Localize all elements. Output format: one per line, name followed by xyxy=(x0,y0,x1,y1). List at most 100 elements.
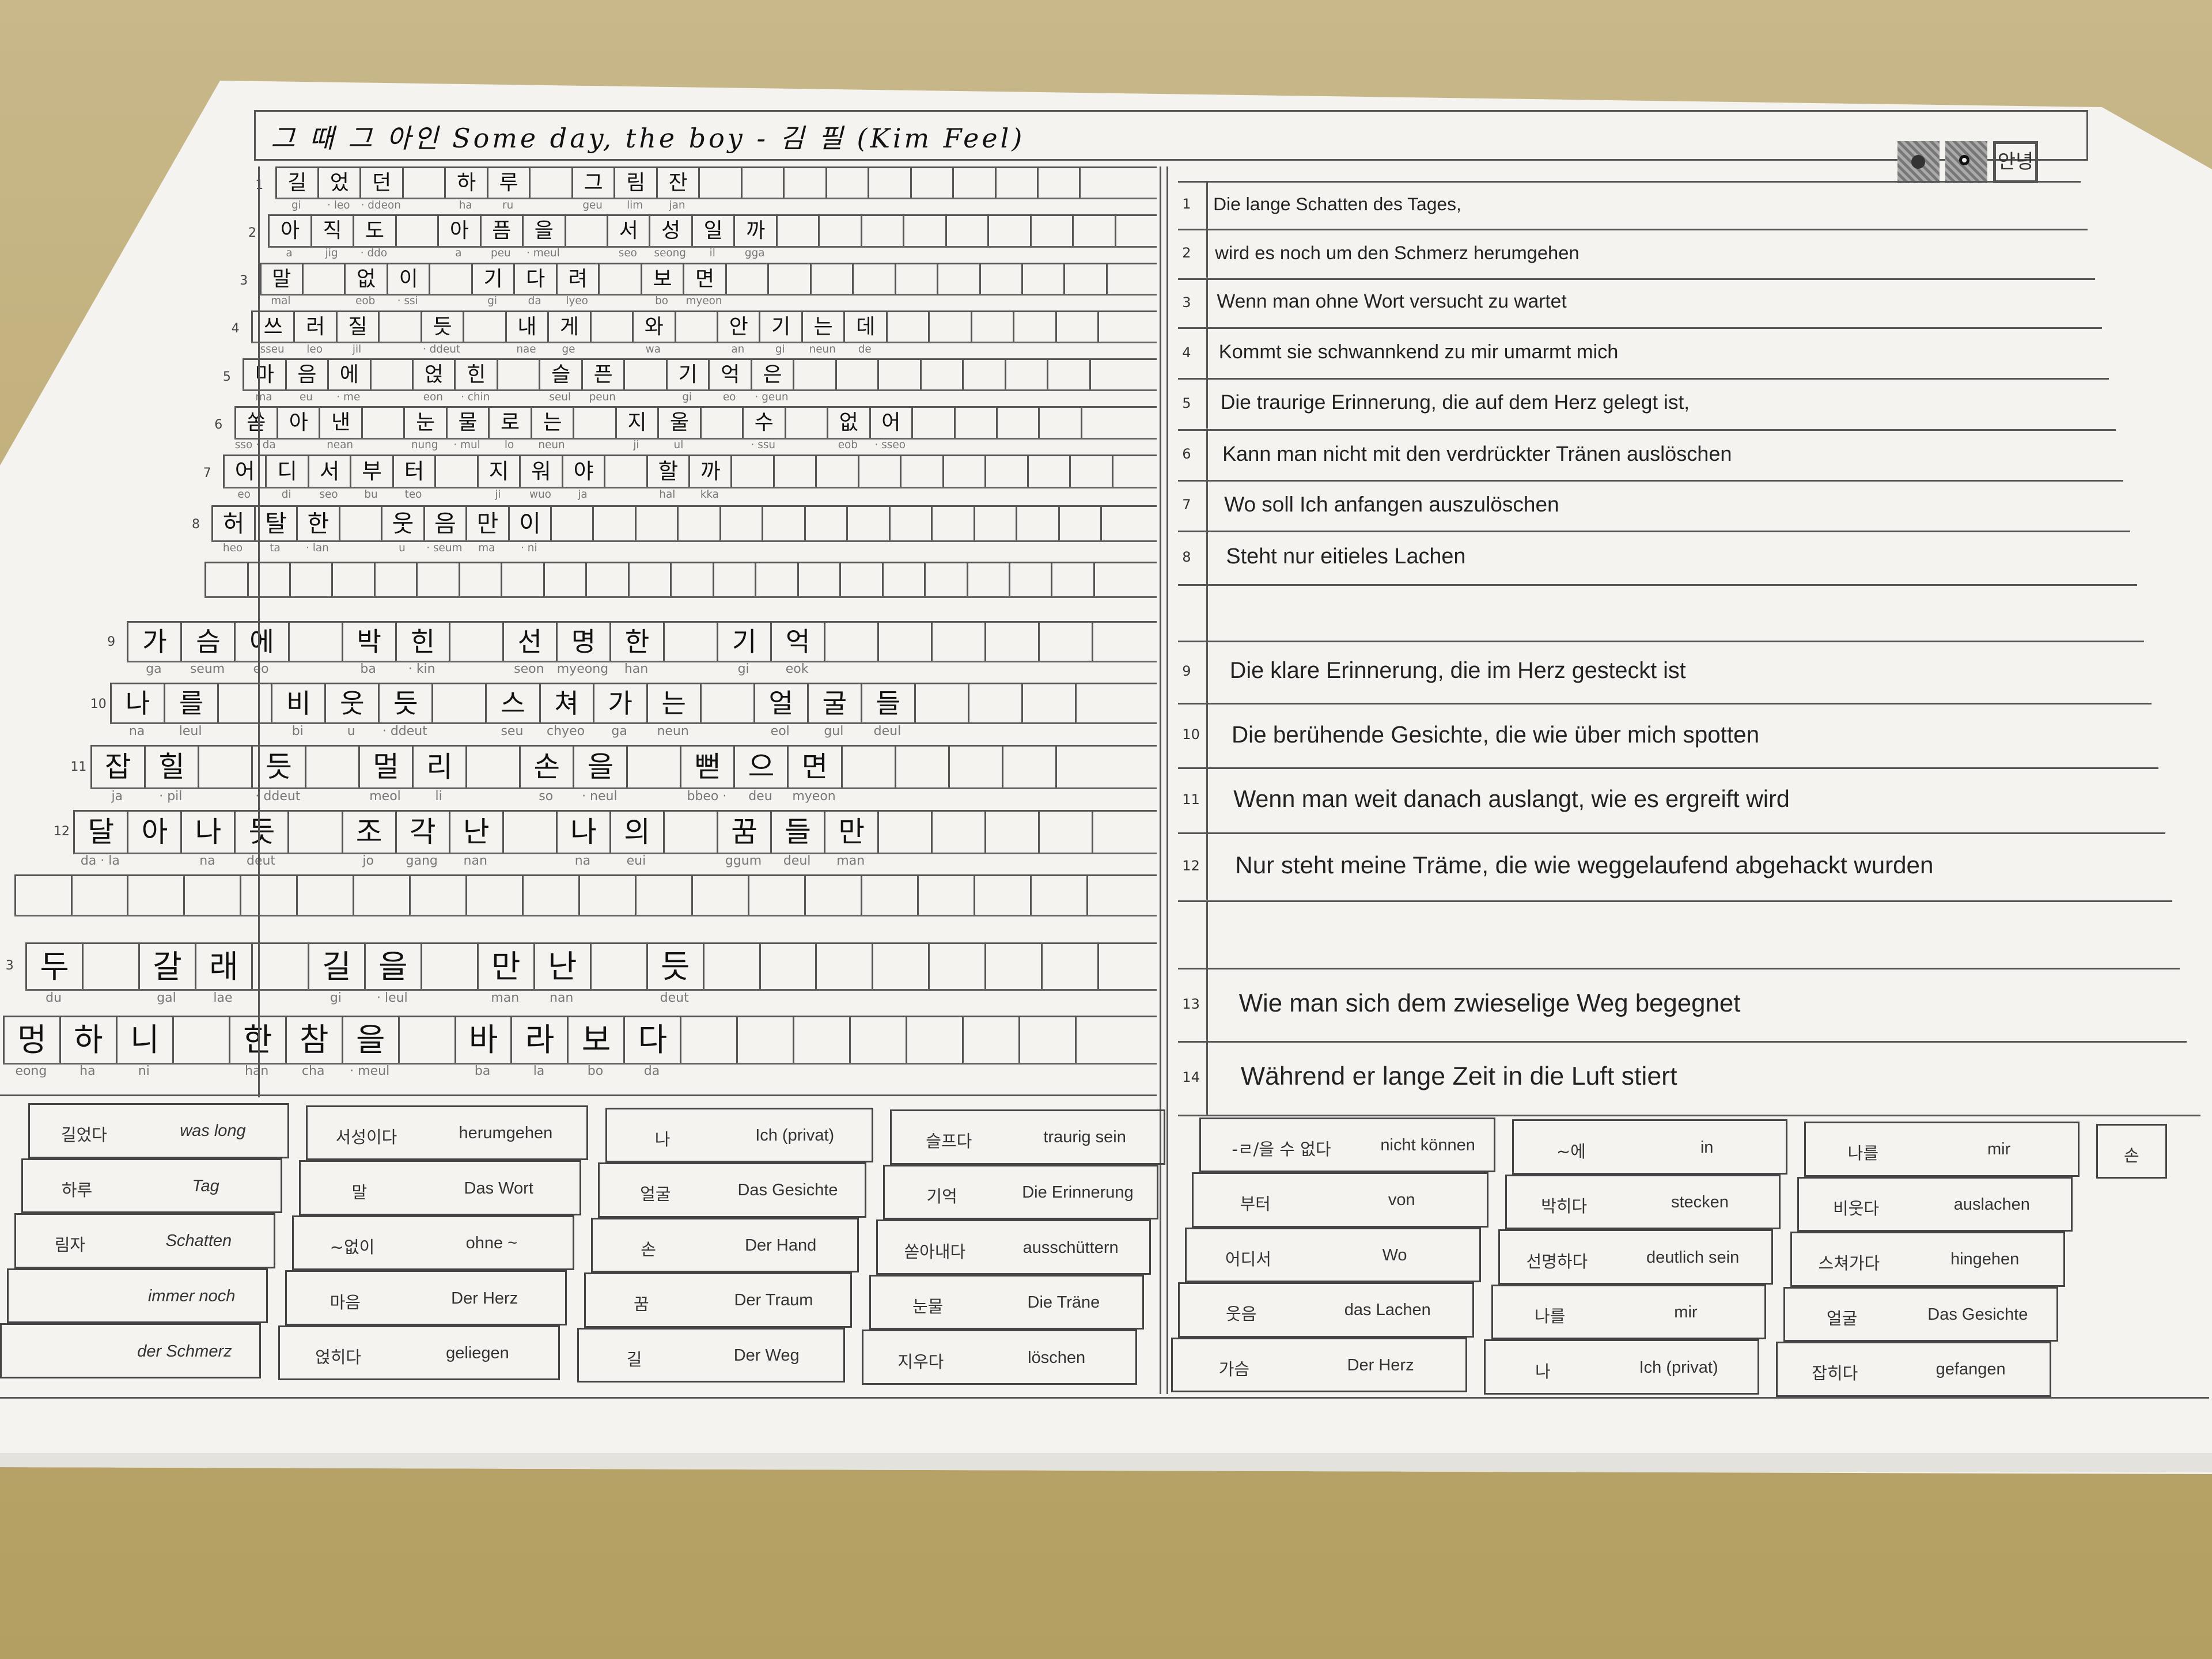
vocab-german: Der Herz xyxy=(1347,1356,1414,1375)
writing-cell xyxy=(793,360,835,390)
line-number: 11 xyxy=(1182,791,1200,808)
writing-cell xyxy=(736,1017,793,1063)
writing-cell xyxy=(395,216,438,246)
german-number-divider xyxy=(1206,278,1208,328)
german-line-text: Steht nur eitieles Lachen xyxy=(1226,544,1466,569)
hangul-character: 었 xyxy=(317,168,360,198)
hangul-character: 잡 xyxy=(90,747,144,788)
romanization: cha xyxy=(301,1064,325,1079)
blank-writing-row xyxy=(14,874,1157,937)
hangul-character: 슴 xyxy=(180,622,234,661)
hangul-character: 보 xyxy=(640,264,683,294)
line-number: 8 xyxy=(1182,548,1191,565)
writing-cell xyxy=(543,563,586,597)
vocab-german: Ich (privat) xyxy=(755,1126,835,1145)
writing-cell xyxy=(748,876,804,915)
romanization: ul xyxy=(673,439,684,452)
writing-cell xyxy=(1038,811,1092,853)
writing-cell xyxy=(973,876,1030,915)
hangul-character: 래 xyxy=(194,944,251,990)
writing-cell xyxy=(702,944,759,990)
vocab-korean: ~없이 xyxy=(329,1237,375,1257)
romanization: gi xyxy=(291,199,301,211)
row-number: 2 xyxy=(248,225,256,240)
german-row-line xyxy=(1177,702,2152,704)
writing-cell xyxy=(302,264,344,294)
writing-cell xyxy=(1021,264,1064,294)
vocab-korean: 길었다 xyxy=(60,1125,107,1145)
hangul-character: 힌 xyxy=(395,622,449,661)
german-row-line xyxy=(1177,228,2088,230)
writing-cell xyxy=(1079,168,1122,198)
writing-cell xyxy=(984,456,1027,487)
romanization: nan xyxy=(463,854,487,869)
hangul-character: 은 xyxy=(750,360,793,390)
hangul-character: 를 xyxy=(164,684,217,723)
romanization: u xyxy=(399,541,406,554)
romanization: ba xyxy=(360,662,376,677)
vocab-entry: 손 xyxy=(2096,1123,2167,1179)
romanization: gi xyxy=(737,662,749,677)
writing-cell xyxy=(924,563,967,597)
hangul-character: 터 xyxy=(392,456,435,487)
hangul-character: 리 xyxy=(412,747,465,788)
hangul-character: 서 xyxy=(607,216,649,246)
row-divider xyxy=(110,722,1157,725)
vocab-korean: 쏟아내다 xyxy=(904,1241,966,1262)
romanization: · ddeon xyxy=(361,199,401,211)
writing-cell xyxy=(894,264,937,294)
writing-cell xyxy=(598,264,641,294)
writing-cell xyxy=(662,622,717,661)
hangul-character: 탈 xyxy=(253,506,297,541)
romanization: deut xyxy=(246,854,276,869)
hangul-character: 디 xyxy=(265,456,308,487)
romanization: seo xyxy=(618,247,637,260)
writing-cell xyxy=(585,563,628,597)
writing-cell xyxy=(840,747,895,788)
row-divider xyxy=(234,437,1157,440)
line-number: 2 xyxy=(1182,244,1191,261)
hangul-character: 그 xyxy=(571,168,614,198)
vocab-entry: 어디서 Wo xyxy=(1185,1227,1482,1283)
german-row-line xyxy=(1177,530,2130,532)
writing-cell xyxy=(680,1017,736,1063)
romanization: ji xyxy=(633,439,639,452)
hangul-character: 기 xyxy=(471,264,514,294)
vocab-german: auslachen xyxy=(1953,1195,2030,1214)
vocab-german: Der Hand xyxy=(745,1236,817,1255)
vocab-german: Tag xyxy=(192,1176,219,1195)
german-row-line xyxy=(1177,900,2173,902)
hangul-character: 내 xyxy=(505,312,548,342)
romanization: · leo xyxy=(327,199,350,211)
hangul-character: 슬 xyxy=(539,360,581,390)
vocab-entry: 마음 Der Herz xyxy=(285,1270,567,1325)
romanization: gi xyxy=(329,990,342,1005)
writing-cell xyxy=(1093,563,1136,597)
hangul-character: 한 xyxy=(296,506,339,541)
hangul-character: 박 xyxy=(341,622,395,661)
writing-cell xyxy=(740,168,783,198)
hangul-character: 다 xyxy=(623,1017,680,1063)
romanization: teo xyxy=(404,488,422,501)
romanization: · meul xyxy=(527,247,560,260)
vocab-entry: 나 Ich (privat) xyxy=(605,1107,873,1162)
romanization: jo xyxy=(362,854,374,869)
romanization: lim xyxy=(627,199,643,211)
romanization: ma xyxy=(255,391,272,403)
vocab-entry: 박히다 stecken xyxy=(1505,1174,1781,1230)
vocab-german: gefangen xyxy=(1936,1360,2006,1379)
hangul-character: 아 xyxy=(437,216,480,246)
romanization: da · la xyxy=(80,854,120,869)
hangul-character: 기 xyxy=(717,622,770,661)
row-number: 7 xyxy=(203,466,211,481)
writing-cell xyxy=(429,264,471,294)
german-line-text: Kommt sie schwannkend zu mir umarmt mich xyxy=(1218,340,1619,363)
writing-cell xyxy=(564,216,607,246)
vocab-korean: ~에 xyxy=(1556,1141,1586,1161)
romanization: sso · da xyxy=(234,439,276,452)
row-number: 3 xyxy=(240,274,248,289)
romanization: gga xyxy=(744,247,765,260)
romanization: lo xyxy=(504,439,514,452)
vocab-entry: der Schmerz xyxy=(0,1323,262,1378)
writing-cell xyxy=(304,747,358,788)
